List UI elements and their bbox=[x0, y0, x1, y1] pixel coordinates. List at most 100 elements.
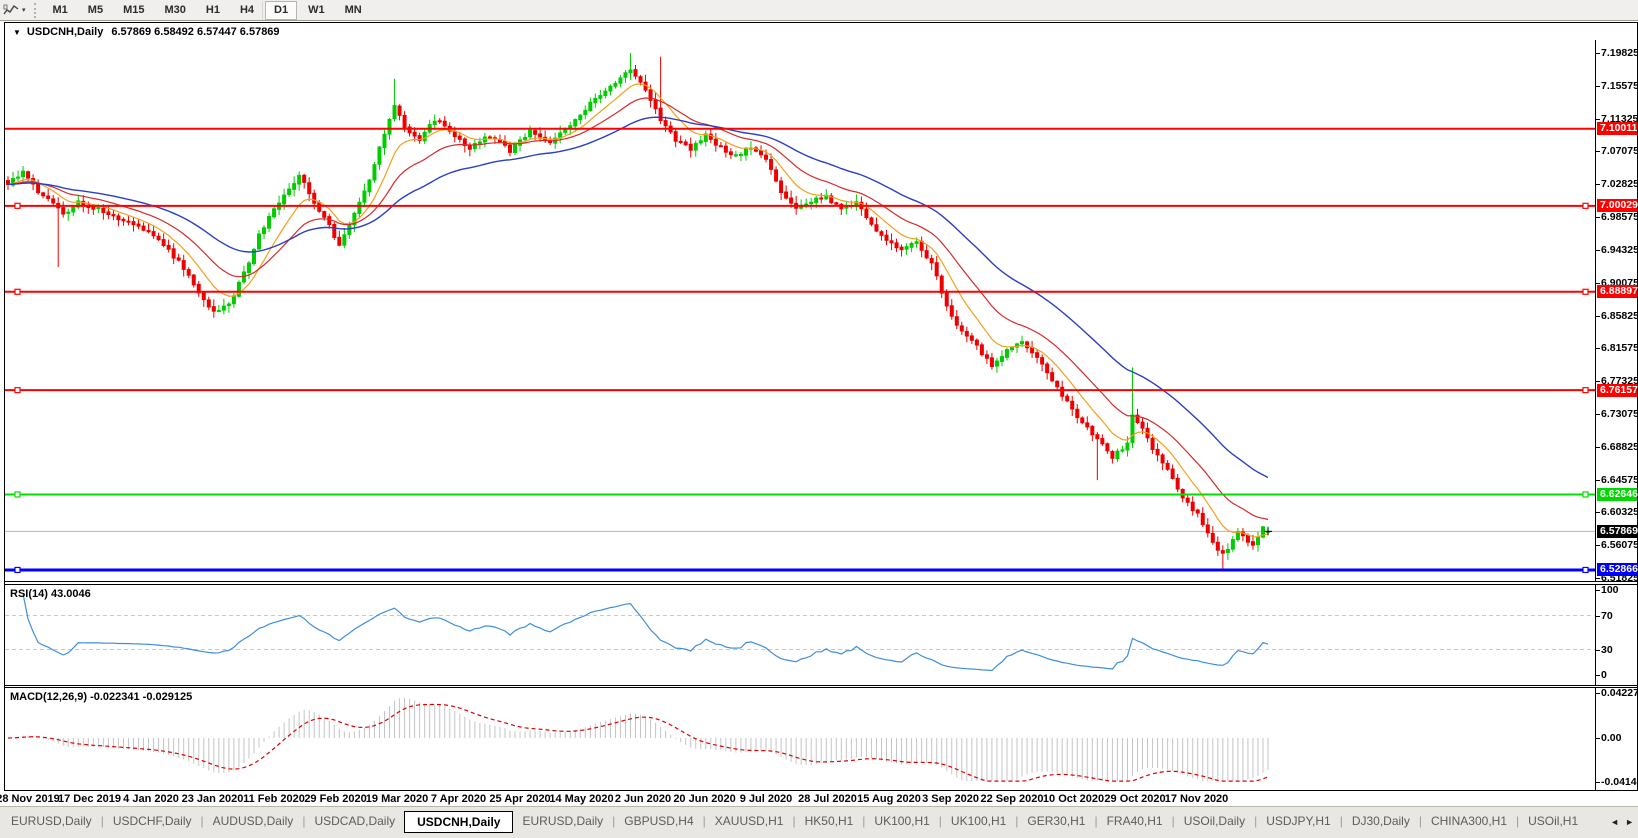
price-tick-label: 6.68825 bbox=[1596, 440, 1638, 453]
price-level-badge: 7.00029 bbox=[1597, 199, 1638, 213]
price-tick-label: 6.56075 bbox=[1596, 539, 1638, 552]
tab-separator: | bbox=[1015, 814, 1019, 828]
chart-tab-ger30-h1[interactable]: GER30,H1 bbox=[1027, 814, 1086, 828]
date-label: 23 Jan 2020 bbox=[181, 793, 244, 805]
tab-separator: | bbox=[1339, 814, 1343, 828]
ma-mid-line bbox=[7, 97, 1269, 521]
chart-tab-china300-h1[interactable]: CHINA300,H1 bbox=[1430, 814, 1507, 828]
tab-separator: | bbox=[1094, 814, 1098, 828]
date-label: 14 May 2020 bbox=[549, 793, 614, 805]
price-tick-label: 6.81575 bbox=[1596, 342, 1638, 355]
chart-tab-eurusd-daily[interactable]: EURUSD,Daily bbox=[11, 814, 92, 828]
tab-scroll-left-icon[interactable]: ◄ bbox=[1610, 817, 1620, 827]
toolbar-grip[interactable] bbox=[33, 2, 36, 18]
price-level-badge: 6.57869 bbox=[1597, 524, 1638, 538]
level-line-handle[interactable] bbox=[1582, 566, 1589, 574]
chart-tab-dj30-daily[interactable]: DJ30,Daily bbox=[1351, 814, 1410, 828]
timeframe-button-h1[interactable]: H1 bbox=[205, 3, 220, 16]
chart-cursor-icon[interactable] bbox=[3, 3, 21, 17]
price-level-badge: 6.88897 bbox=[1597, 285, 1638, 299]
timeframe-button-h4[interactable]: H4 bbox=[231, 0, 264, 20]
panel-separator[interactable] bbox=[5, 685, 1637, 688]
level-line-handle[interactable] bbox=[1582, 202, 1589, 209]
chart-tab-usdcad-daily[interactable]: USDCAD,Daily bbox=[314, 814, 396, 828]
chart-tab-usoil-daily[interactable]: USOil,Daily bbox=[1183, 814, 1246, 828]
timeframe-button-m1[interactable]: M1 bbox=[52, 3, 68, 16]
chart-tab-uk100-h1[interactable]: UK100,H1 bbox=[874, 814, 930, 828]
chart-tab-uk100-h1[interactable]: UK100,H1 bbox=[950, 814, 1007, 828]
candlestick-series bbox=[6, 53, 1271, 570]
chart-tab-usdcnh-daily[interactable]: USDCNH,Daily bbox=[404, 811, 514, 833]
chart-title-bar: ▼ USDCNH,Daily 6.57869 6.58492 6.57447 6… bbox=[9, 25, 280, 39]
tab-separator: | bbox=[862, 814, 866, 828]
timeframe-button-m30[interactable]: M30 bbox=[164, 3, 186, 16]
timeframe-button-m5[interactable]: M5 bbox=[87, 3, 104, 16]
macd-histogram bbox=[12, 697, 1269, 782]
main-chart-canvas[interactable] bbox=[5, 40, 1595, 581]
timeframe-button-m15[interactable]: M15 bbox=[123, 3, 145, 16]
level-line-handle[interactable] bbox=[14, 202, 21, 209]
chart-tab-hk50-h1[interactable]: HK50,H1 bbox=[804, 814, 854, 828]
price-level-badge: 6.76157 bbox=[1597, 383, 1638, 397]
chart-tab-fra40-h1[interactable]: FRA40,H1 bbox=[1106, 814, 1163, 828]
chart-ohlc-values: 6.57869 6.58492 6.57447 6.57869 bbox=[111, 26, 280, 38]
level-line-handle[interactable] bbox=[14, 566, 21, 574]
date-label: 11 Feb 2020 bbox=[243, 793, 305, 805]
date-label: 4 Jan 2020 bbox=[123, 793, 179, 805]
date-label: 17 Dec 2019 bbox=[58, 793, 121, 805]
chart-type-dropdown-caret-icon[interactable]: ▾ bbox=[22, 7, 26, 14]
level-line-handle[interactable] bbox=[14, 491, 21, 498]
price-tick-label: 6.85825 bbox=[1596, 309, 1638, 322]
chart-tab-audusd-daily[interactable]: AUDUSD,Daily bbox=[212, 814, 294, 828]
tab-separator: | bbox=[702, 814, 706, 828]
price-level-badge: 6.62646 bbox=[1597, 487, 1638, 501]
level-line-handle[interactable] bbox=[1582, 491, 1589, 498]
tab-separator: | bbox=[612, 814, 616, 828]
chart-tab-eurusd-daily[interactable]: EURUSD,Daily bbox=[522, 814, 604, 828]
price-tick-label: 7.07075 bbox=[1596, 145, 1638, 158]
date-label: 9 Jul 2020 bbox=[739, 793, 793, 805]
tab-separator: | bbox=[302, 814, 306, 828]
level-line-handle[interactable] bbox=[14, 387, 21, 394]
date-label: 20 Jun 2020 bbox=[673, 793, 736, 805]
timeframe-button-mn[interactable]: MN bbox=[344, 3, 362, 16]
macd-panel-canvas[interactable] bbox=[5, 688, 1595, 790]
date-label: 2 Jun 2020 bbox=[614, 793, 672, 805]
chart-tab-usdjpy-h1[interactable]: USDJPY,H1 bbox=[1266, 814, 1331, 828]
date-label: 7 Apr 2020 bbox=[430, 793, 487, 805]
ma-slow-line bbox=[7, 116, 1269, 479]
tab-scroll-right-icon[interactable]: ► bbox=[1625, 817, 1634, 827]
rsi-panel-canvas[interactable] bbox=[5, 585, 1595, 685]
panel-separator[interactable] bbox=[5, 581, 1637, 585]
chart-tab-gbpusd-h4[interactable]: GBPUSD,H4 bbox=[624, 814, 694, 828]
date-label: 29 Feb 2020 bbox=[304, 793, 367, 805]
price-tick-label: 7.11325 bbox=[1595, 112, 1638, 125]
tab-separator: | bbox=[1418, 814, 1422, 828]
rsi-tick-label: 100 bbox=[1596, 584, 1619, 596]
tab-separator: | bbox=[100, 814, 104, 828]
date-label: 28 Jul 2020 bbox=[798, 793, 857, 805]
chart-title: USDCNH,Daily bbox=[26, 26, 104, 38]
date-label: 25 Apr 2020 bbox=[489, 793, 551, 805]
date-axis[interactable]: 28 Nov 2019 17 Dec 2019 4 Jan 2020 23 Jan 2… bbox=[0, 791, 1638, 806]
timeframe-button-d1[interactable]: D1 bbox=[265, 0, 298, 20]
price-axis[interactable]: 7.19825 7.15575 7.11325 7.07075 7.02825 6.985… bbox=[1595, 40, 1638, 790]
price-level-badge: 6.52866 bbox=[1597, 563, 1638, 577]
price-tick-label: 6.60325 bbox=[1596, 506, 1638, 519]
timeframe-button-w1[interactable]: W1 bbox=[308, 3, 325, 16]
tab-separator: | bbox=[1516, 814, 1520, 828]
rsi-tick-label: 0 bbox=[1596, 669, 1607, 681]
chart-tab-usdchf-daily[interactable]: USDCHF,Daily bbox=[112, 814, 192, 828]
chart-tab-xauusd-h1[interactable]: XAUUSD,H1 bbox=[714, 814, 784, 828]
chart-tab-usoil-h1[interactable]: USOil,H1 bbox=[1528, 814, 1579, 828]
tab-separator: | bbox=[938, 814, 942, 828]
level-line-handle[interactable] bbox=[1582, 387, 1589, 394]
price-tick-label: 7.19825 bbox=[1596, 47, 1638, 59]
price-tick-label: 7.02825 bbox=[1596, 178, 1638, 191]
level-line-handle[interactable] bbox=[14, 288, 21, 295]
symbol-dropdown-icon[interactable]: ▼ bbox=[13, 27, 21, 37]
date-label: 17 Nov 2020 bbox=[1164, 793, 1229, 805]
level-line-handle[interactable] bbox=[1582, 288, 1589, 295]
timeframe-button-group: M1 M5 M15 M30 H1 H4 D1 W1 MN bbox=[43, 0, 372, 20]
rsi-tick-label: 70 bbox=[1596, 609, 1613, 622]
